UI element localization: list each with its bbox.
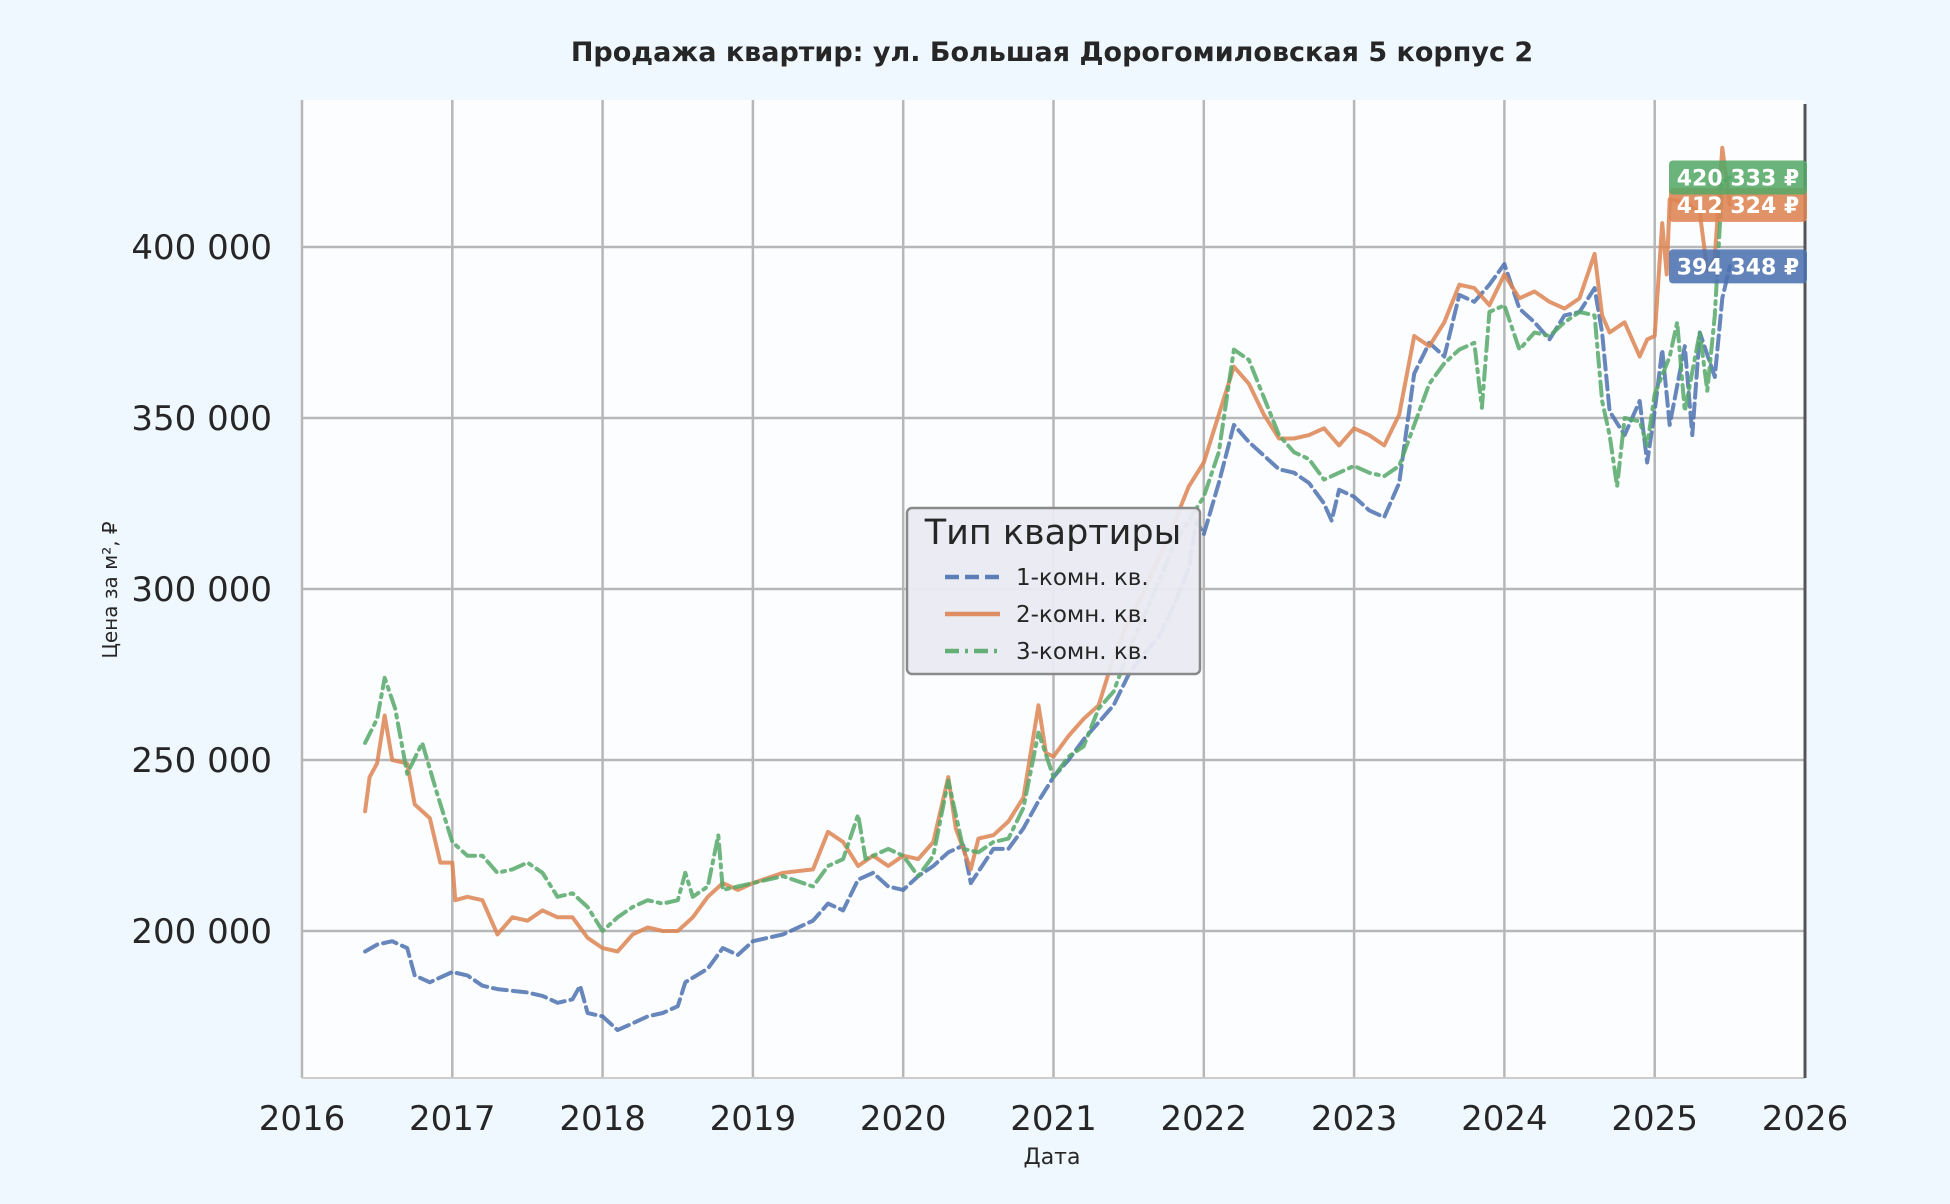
y-tick-labels: 200 000 250 000 300 000 350 000 400 000 — [131, 228, 272, 952]
x-tick-label: 2016 — [259, 1099, 346, 1139]
y-axis-label: Цена за м², ₽ — [98, 521, 122, 659]
y-tick-label: 200 000 — [131, 912, 272, 952]
legend-items: 1-комн. кв. 2-комн. кв. 3-комн. кв. — [945, 565, 1149, 665]
x-tick-label: 2025 — [1611, 1099, 1698, 1139]
end-label-box-1 — [1669, 249, 1807, 284]
legend-label-3: 3-комн. кв. — [1016, 639, 1149, 665]
x-tick-label: 2017 — [409, 1099, 496, 1139]
legend: Тип квартиры 1-комн. кв. 2-комн. кв. 3-ком… — [905, 506, 1202, 676]
legend-label-2: 2-комн. кв. — [1016, 602, 1149, 628]
legend-title: Тип квартиры — [924, 513, 1182, 553]
x-tick-label: 2021 — [1010, 1099, 1097, 1139]
x-tick-label: 2022 — [1161, 1099, 1248, 1139]
series-line-1 — [363, 262, 1732, 1033]
end-label-box-3 — [1669, 160, 1807, 195]
x-tick-label: 2026 — [1762, 1099, 1849, 1139]
y-tick-label: 350 000 — [131, 399, 272, 439]
y-tick-label: 400 000 — [131, 228, 272, 268]
x-tick-label: 2018 — [559, 1099, 646, 1139]
x-tick-label: 2020 — [860, 1099, 947, 1139]
end-value-labels: 394 348 ₽ 412 324 ₽420 333 ₽ — [1669, 160, 1807, 284]
y-tick-label: 250 000 — [131, 741, 272, 781]
series-line-3 — [363, 175, 1732, 933]
x-tick-label: 2019 — [710, 1099, 797, 1139]
end-label-1: 394 348 ₽ — [1677, 255, 1799, 280]
end-label-box-2 — [1669, 187, 1807, 222]
legend-box — [905, 506, 1202, 676]
chart-title: Продажа квартир: ул. Большая Дорогомилов… — [571, 37, 1533, 68]
end-label-2: 412 324 ₽ — [1677, 194, 1799, 219]
end-label-3: 420 333 ₽ — [1677, 167, 1799, 192]
x-tick-labels: 2016 2017 2018 2019 2020 2021 2022 2023 2024 2025… — [259, 1099, 1849, 1139]
y-tick-label: 300 000 — [131, 570, 272, 610]
x-tick-label: 2023 — [1311, 1099, 1398, 1139]
x-axis-label: Дата — [1024, 1145, 1081, 1170]
series-line-2 — [363, 145, 1732, 954]
legend-label-1: 1-комн. кв. — [1016, 565, 1149, 591]
x-tick-label: 2024 — [1461, 1099, 1548, 1139]
series-lines — [363, 145, 1732, 1033]
